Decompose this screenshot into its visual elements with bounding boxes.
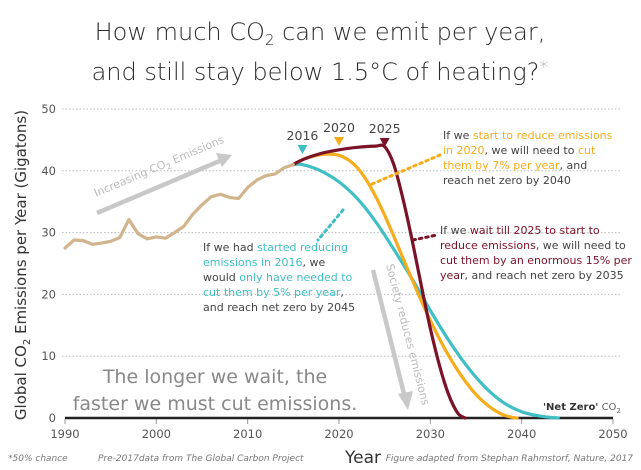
- annotation-line: If we start to reduce emissions: [443, 129, 613, 142]
- annotation-segment: in 2020: [443, 144, 485, 157]
- annotation-segment: cut them by 5% per year: [203, 286, 341, 299]
- annotation-line: emissions in 2016, we: [203, 256, 326, 269]
- chart-title-line2: and still stay below 1.5°C of heating?*: [92, 57, 549, 86]
- annotation-segment: reduce emissions: [440, 239, 536, 252]
- annotation-line: in 2020, we will need to cut: [443, 144, 596, 157]
- society-reduces-arrow: Society reduces emissions: [370, 262, 432, 410]
- footnote-credit: Figure adapted from Stephan Rahmstorf, N…: [386, 454, 634, 464]
- big-message-line1: The longer we wait, the: [102, 366, 327, 388]
- annotation-segment: and reach net zero by 2045: [203, 301, 355, 314]
- annotation-segment: them by 7% per year: [443, 159, 560, 172]
- annotation-segment: only have needed to: [239, 271, 352, 284]
- start-year-markers: 2016 2020 2025: [287, 120, 401, 154]
- annotation-segment: started reducing: [257, 241, 348, 254]
- x-tick-label: 2020: [324, 427, 353, 441]
- footnote-source: Pre-2017data from The Global Carbon Proj…: [98, 454, 304, 464]
- y-tick-label: 50: [41, 102, 56, 116]
- x-tick-label: 2010: [233, 427, 262, 441]
- marker-label: 2020: [323, 120, 355, 135]
- increasing-emissions-arrow: Increasing CO2 Emissions: [92, 133, 232, 216]
- x-tick-label: 2040: [507, 427, 536, 441]
- start-2020-line: [291, 152, 519, 420]
- historical-emissions-line: [63, 163, 295, 250]
- annotation-segment: If we: [440, 224, 470, 237]
- annotation-segment: cut: [578, 144, 596, 157]
- orange-leader-line: [370, 153, 442, 186]
- annotation-line: them by 7% per year, and: [443, 159, 587, 172]
- annotation-segment: year: [440, 269, 465, 282]
- x-tick-label: 2030: [416, 427, 445, 441]
- annotation-segment: , we will need to: [485, 144, 578, 157]
- annotation-segment: If we: [443, 129, 473, 142]
- annotation-line: year, and reach net zero by 2035: [440, 269, 624, 282]
- annotation-segment: , we: [303, 256, 326, 269]
- annotation-2025: If we wait till 2025 to start to reduce e…: [440, 224, 632, 282]
- annotation-segment: ,: [340, 286, 344, 299]
- annotation-segment: , we will need to: [536, 239, 626, 252]
- y-tick-label: 0: [49, 411, 56, 425]
- annotation-line: cut them by 5% per year,: [203, 286, 344, 299]
- chart-title-line1: How much CO2 can we emit per year,: [95, 18, 546, 49]
- arrow-head-icon: [216, 153, 232, 167]
- y-tick-label: 10: [41, 349, 56, 363]
- marker-triangle-icon: [334, 137, 344, 146]
- annotation-segment: would: [203, 271, 239, 284]
- y-axis-label: Global CO2 Emissions per Year (Gigatons): [12, 110, 33, 420]
- annotation-line: cut them by an enormous 15% per: [440, 254, 632, 267]
- annotation-segment: reach net zero by 2040: [443, 174, 571, 187]
- annotation-line: If we had started reducing: [203, 241, 348, 254]
- y-tick-label: 20: [41, 287, 56, 301]
- marker-label: 2025: [369, 121, 401, 136]
- x-axis-label: Year: [344, 448, 381, 468]
- x-tick-label: 2050: [598, 427, 627, 441]
- annotation-segment: , and reach net zero by 2035: [465, 269, 624, 282]
- annotation-line: and reach net zero by 2045: [203, 301, 355, 314]
- arrow-head-icon: [398, 391, 413, 410]
- y-tick-label: 30: [41, 226, 56, 240]
- annotation-segment: start to reduce emissions: [473, 129, 613, 142]
- x-tick-label: 1990: [50, 427, 79, 441]
- marker-label: 2016: [287, 128, 319, 143]
- annotation-segment: , and: [560, 159, 588, 172]
- y-ticks: 0 10 20 30 40 50: [41, 102, 56, 425]
- teal-leader-line: [316, 208, 345, 242]
- marker-triangle-icon: [297, 145, 308, 154]
- series-group: [63, 143, 560, 420]
- y-tick-label: 40: [41, 164, 56, 178]
- x-tick-label: 2000: [142, 427, 171, 441]
- annotation-line: would only have needed to: [203, 271, 353, 284]
- annotation-line: reduce emissions, we will need to: [440, 239, 626, 252]
- annotation-segment: wait till 2025 to start to: [470, 224, 600, 237]
- annotation-2016: If we had started reducing emissions in 2…: [203, 241, 355, 314]
- start-2025-line: [291, 143, 467, 420]
- annotation-line: reach net zero by 2040: [443, 174, 571, 187]
- annotation-segment: If we had: [203, 241, 257, 254]
- annotation-segment: emissions in 2016: [203, 256, 303, 269]
- start-2016-line: [291, 162, 560, 420]
- x-ticks: 1990 2000 2010 2020 2030 2040 2050: [50, 419, 628, 441]
- annotation-segment: cut them by an enormous 15% per: [440, 254, 632, 267]
- big-message-line2: faster we must cut emissions.: [73, 393, 358, 415]
- marker-triangle-icon: [379, 138, 390, 147]
- maroon-leader-line: [411, 233, 439, 242]
- annotation-line: If we wait till 2025 to start to: [440, 224, 600, 237]
- footnote-chance: *50% chance: [8, 454, 68, 464]
- net-zero-label: 'Net Zero' CO2: [543, 402, 621, 415]
